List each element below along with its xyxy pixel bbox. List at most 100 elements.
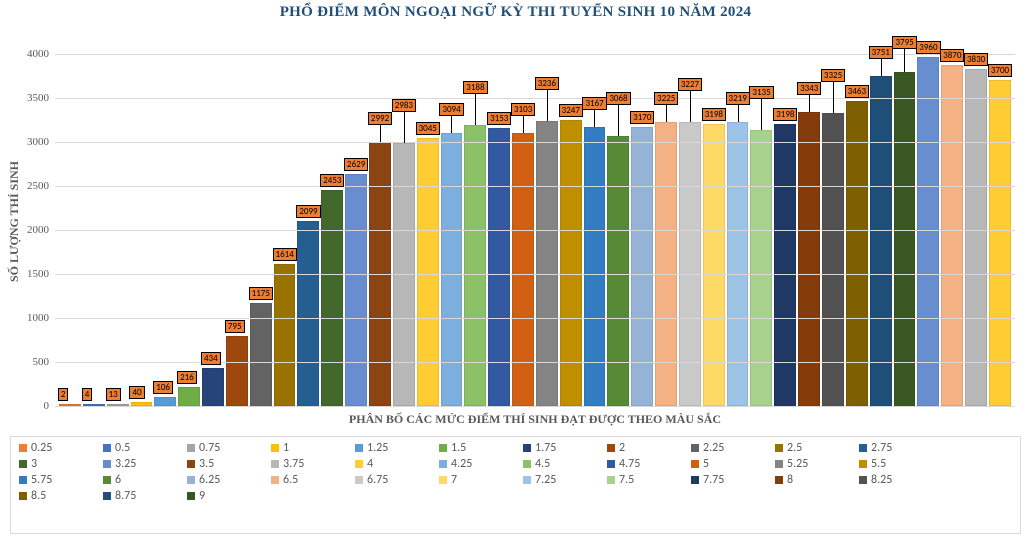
value-label: 3103 bbox=[511, 103, 535, 116]
legend-label: 5.25 bbox=[787, 457, 808, 471]
legend-label: 4.75 bbox=[619, 457, 640, 471]
legend-label: 1.5 bbox=[451, 441, 466, 455]
legend-label: 1.75 bbox=[535, 441, 556, 455]
legend-label: 5 bbox=[703, 457, 709, 471]
value-label: 216 bbox=[177, 371, 197, 384]
value-label: 3094 bbox=[439, 103, 463, 116]
legend-label: 6.75 bbox=[367, 473, 388, 487]
legend-item: 1.75 bbox=[523, 441, 607, 455]
bar bbox=[321, 190, 343, 406]
bar bbox=[703, 124, 725, 406]
legend-swatch bbox=[19, 476, 27, 484]
legend-item: 9 bbox=[187, 489, 271, 503]
value-label: 795 bbox=[225, 320, 245, 333]
value-label: 40 bbox=[129, 386, 144, 399]
value-label: 106 bbox=[153, 381, 173, 394]
legend-item: 5.5 bbox=[859, 457, 943, 471]
leader-line bbox=[833, 81, 834, 113]
legend-item: 3 bbox=[19, 457, 103, 471]
bar bbox=[226, 336, 248, 406]
legend-label: 9 bbox=[199, 489, 205, 503]
legend-swatch bbox=[775, 476, 783, 484]
legend-swatch bbox=[691, 476, 699, 484]
legend-swatch bbox=[187, 460, 195, 468]
legend-swatch bbox=[691, 460, 699, 468]
legend-swatch bbox=[523, 460, 531, 468]
legend-item: 4.25 bbox=[439, 457, 523, 471]
bar bbox=[202, 368, 224, 406]
legend-label: 1.25 bbox=[367, 441, 388, 455]
value-label: 3227 bbox=[678, 78, 702, 91]
y-tick-label: 1500 bbox=[7, 268, 49, 280]
value-label: 3343 bbox=[797, 82, 821, 95]
value-label: 4 bbox=[82, 388, 93, 401]
bar bbox=[464, 125, 486, 406]
leader-line bbox=[380, 124, 381, 142]
legend-label: 6 bbox=[115, 473, 121, 487]
legend-item: 3.25 bbox=[103, 457, 187, 471]
bar bbox=[536, 121, 558, 406]
grid-line bbox=[55, 142, 1015, 143]
legend-swatch bbox=[103, 444, 111, 452]
legend-swatch bbox=[355, 444, 363, 452]
legend-label: 8.25 bbox=[871, 473, 892, 487]
legend-swatch bbox=[103, 492, 111, 500]
legend-label: 4.5 bbox=[535, 457, 550, 471]
value-label: 3236 bbox=[535, 77, 559, 90]
legend-item: 1.5 bbox=[439, 441, 523, 455]
bar bbox=[989, 80, 1011, 406]
bar bbox=[894, 72, 916, 406]
bar bbox=[965, 69, 987, 406]
leader-line bbox=[761, 98, 762, 130]
legend-label: 7.25 bbox=[535, 473, 556, 487]
bar bbox=[917, 57, 939, 406]
legend-item: 2.25 bbox=[691, 441, 775, 455]
leader-line bbox=[690, 90, 691, 122]
bar bbox=[488, 128, 510, 406]
legend-swatch bbox=[859, 476, 867, 484]
value-label: 3700 bbox=[988, 64, 1012, 77]
legend-item: 0.75 bbox=[187, 441, 271, 455]
legend-swatch bbox=[187, 476, 195, 484]
leader-line bbox=[618, 104, 619, 136]
bar bbox=[274, 264, 296, 406]
leader-line bbox=[547, 89, 548, 121]
legend-swatch bbox=[775, 444, 783, 452]
value-label: 3045 bbox=[416, 122, 440, 135]
grid-line bbox=[55, 318, 1015, 319]
legend-swatch bbox=[439, 460, 447, 468]
value-label: 3751 bbox=[869, 46, 893, 59]
bar bbox=[774, 124, 796, 406]
grid-line bbox=[55, 274, 1015, 275]
value-label: 434 bbox=[201, 352, 221, 365]
y-tick-label: 3500 bbox=[7, 92, 49, 104]
legend-item: 4.75 bbox=[607, 457, 691, 471]
value-label: 2453 bbox=[320, 174, 344, 187]
bars-container bbox=[55, 36, 1015, 406]
bar bbox=[727, 122, 749, 406]
legend-item: 2.5 bbox=[775, 441, 859, 455]
value-label: 3325 bbox=[821, 69, 845, 82]
legend-label: 7.5 bbox=[619, 473, 634, 487]
legend-item: 2.75 bbox=[859, 441, 943, 455]
x-axis-label: PHÂN BỐ CÁC MỨC ĐIỂM THÍ SINH ĐẠT ĐƯỢC T… bbox=[55, 412, 1015, 427]
legend-label: 2.5 bbox=[787, 441, 802, 455]
bar bbox=[178, 387, 200, 406]
grid-line bbox=[55, 186, 1015, 187]
bar bbox=[154, 397, 176, 406]
bar bbox=[584, 127, 606, 406]
value-label: 3198 bbox=[773, 108, 797, 121]
bar bbox=[679, 122, 701, 406]
legend-label: 2.25 bbox=[703, 441, 724, 455]
legend-item: 8.5 bbox=[19, 489, 103, 503]
legend-label: 5.5 bbox=[871, 457, 886, 471]
legend-item: 8.75 bbox=[103, 489, 187, 503]
legend-item: 6 bbox=[103, 473, 187, 487]
y-tick-label: 500 bbox=[7, 356, 49, 368]
plot-area: 0500100015002000250030003500400024134010… bbox=[55, 36, 1015, 406]
value-label: 2099 bbox=[296, 205, 320, 218]
legend-item: 0.5 bbox=[103, 441, 187, 455]
legend-label: 5.75 bbox=[31, 473, 52, 487]
legend-label: 2 bbox=[619, 441, 625, 455]
legend-label: 3 bbox=[31, 457, 37, 471]
